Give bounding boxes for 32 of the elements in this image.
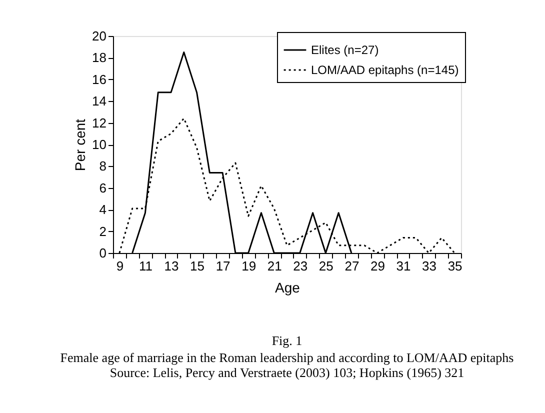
y-tick-label: 6 bbox=[99, 180, 106, 196]
source-note: Source: Lelis, Percy and Verstraete (2003) 103; Hopkins (1965) 321 bbox=[110, 365, 464, 380]
y-tick-label: 12 bbox=[92, 115, 106, 130]
y-tick-label: 2 bbox=[99, 224, 106, 239]
x-axis-title: Age bbox=[275, 280, 300, 296]
x-tick-label: 31 bbox=[396, 258, 411, 274]
y-axis-title: Per cent bbox=[72, 118, 88, 172]
x-tick-label: 19 bbox=[242, 258, 256, 274]
x-tick-label: 35 bbox=[448, 258, 462, 274]
y-tick-label: 16 bbox=[92, 72, 106, 87]
x-tick-label: 17 bbox=[216, 258, 230, 274]
y-tick-label: 18 bbox=[92, 50, 106, 66]
x-tick-label: 25 bbox=[318, 258, 334, 274]
text: Female age of marriage in the Roman leadership and according to LOM/AAD epitaphs bbox=[60, 350, 514, 365]
x-tick-label: 23 bbox=[293, 258, 308, 274]
x-tick-label: 21 bbox=[267, 258, 282, 274]
x-tick-label: 15 bbox=[190, 258, 205, 274]
text: Fig. 1 bbox=[272, 333, 302, 348]
legend-label: Elites (n=27) bbox=[311, 43, 379, 57]
x-tick-label: 29 bbox=[370, 258, 385, 274]
y-tick-label: 4 bbox=[99, 202, 106, 218]
y-tick-label: 8 bbox=[99, 158, 106, 174]
legend-label: LOM/AAD epitaphs (n=145) bbox=[311, 63, 459, 77]
x-tick-label: 9 bbox=[116, 258, 124, 274]
x-tick-label: 11 bbox=[138, 258, 152, 274]
x-tick-label: 27 bbox=[344, 258, 360, 274]
x-tick-label: 13 bbox=[164, 258, 179, 274]
y-tick-label: 10 bbox=[92, 137, 106, 152]
y-tick-label: 0 bbox=[99, 246, 106, 260]
y-tick-label: 20 bbox=[92, 28, 106, 44]
x-tick-label: 33 bbox=[422, 258, 437, 274]
y-tick-label: 14 bbox=[92, 94, 106, 109]
